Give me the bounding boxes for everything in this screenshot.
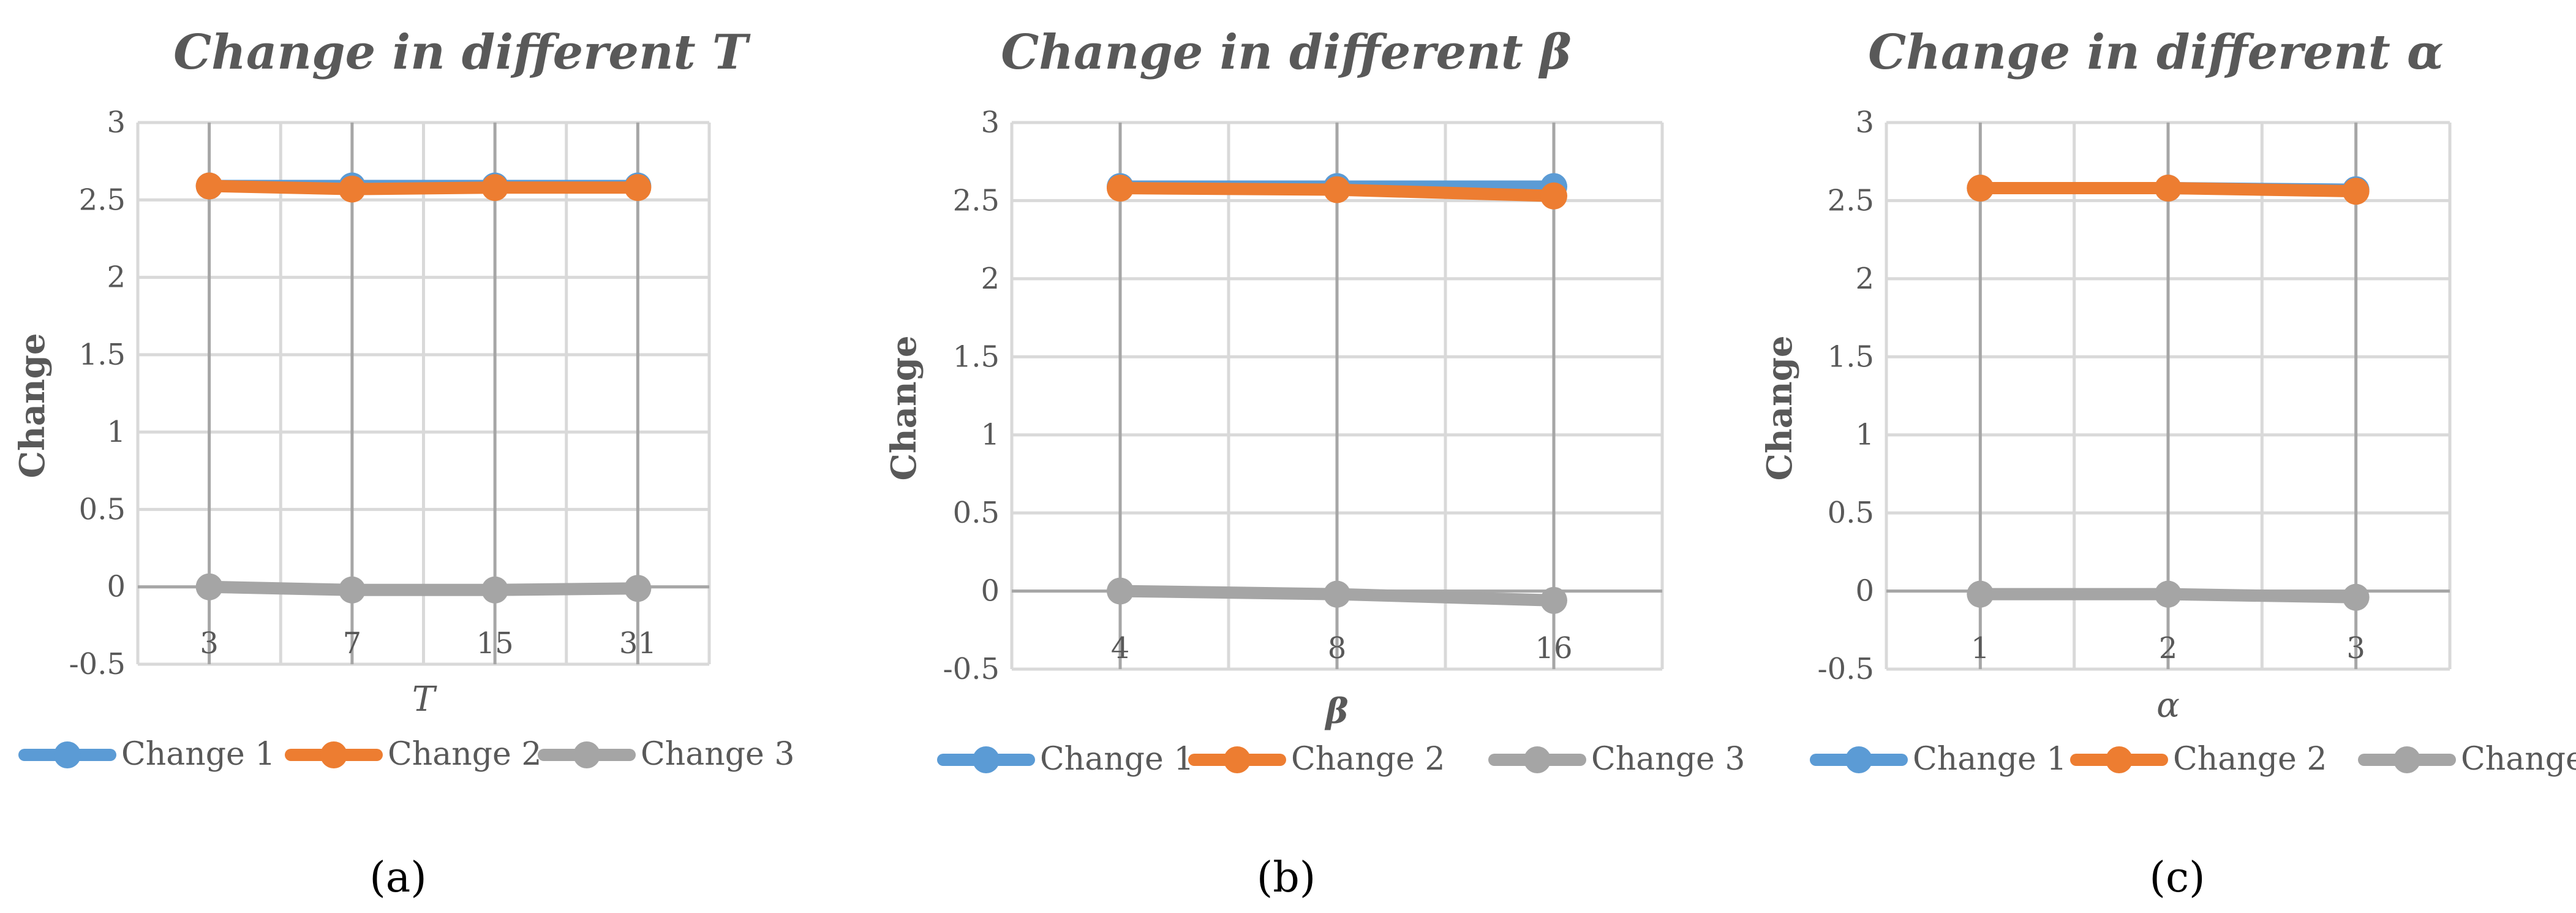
- y-tick-label: 0: [107, 570, 126, 604]
- y-tick-label: -0.5: [69, 647, 126, 681]
- data-point-change-3: [1540, 586, 1567, 614]
- y-tick-label: 2.5: [953, 183, 1000, 218]
- legend-label-change-2: Change 2: [388, 736, 541, 773]
- data-point-change-2: [624, 174, 652, 202]
- legend-label-change-2: Change 2: [2173, 741, 2327, 778]
- data-point-change-3: [624, 575, 652, 602]
- y-tick-label: 1.5: [953, 339, 1000, 374]
- y-tick-label: 3: [981, 105, 1000, 140]
- legend-label-change-1: Change 1: [1040, 741, 1194, 778]
- x-tick-label: 16: [1535, 631, 1572, 665]
- legend-marker-change-2: [1224, 746, 1251, 773]
- x-axis-title: T: [412, 680, 437, 719]
- y-tick-label: 0.5: [953, 496, 1000, 530]
- y-tick-label: 1: [1855, 418, 1874, 452]
- x-tick-label: 2: [2159, 631, 2178, 665]
- legend: Change 1 Change 2 Change 3: [18, 736, 794, 773]
- y-tick-label: 0: [1855, 574, 1874, 608]
- data-point-change-2: [1540, 182, 1567, 210]
- y-axis-title: Change: [884, 335, 924, 480]
- y-tick-label: 1.5: [79, 338, 126, 372]
- chart-panel-b: Change in different β -0.5 0 0.5 1 1.5 2 2.5 3 4 8…: [884, 25, 1745, 902]
- y-tick-label: 1: [107, 415, 126, 449]
- legend-label-change-3: Change 3: [1591, 741, 1745, 778]
- y-tick-label: 2.5: [1828, 183, 1874, 218]
- x-tick-label: 3: [200, 626, 219, 661]
- series-line-change-3: [203, 580, 644, 596]
- data-point-change-2: [1324, 176, 1350, 203]
- x-tick-label: 8: [1328, 631, 1347, 665]
- panel-label: (c): [2149, 854, 2205, 902]
- x-tick-label: 4: [1111, 631, 1130, 665]
- y-tick-label: -0.5: [1817, 652, 1874, 686]
- legend-label-change-3: Change 3: [641, 736, 794, 773]
- y-tick-label: 2.5: [79, 183, 126, 217]
- panel-label: (b): [1257, 854, 1316, 902]
- legend-marker-change-3: [2393, 746, 2420, 773]
- y-tick-label: 0.5: [1828, 496, 1874, 530]
- chart-panel-a: Change in different T -0.5 0 0.5 1 1.5 2 2.5 3 3 7…: [12, 25, 794, 902]
- legend-label-change-1: Change 1: [121, 736, 275, 773]
- data-point-change-3: [1967, 580, 1994, 608]
- legend-marker-change-3: [1524, 746, 1551, 773]
- data-point-change-2: [338, 175, 366, 203]
- data-point-change-2: [1107, 175, 1134, 202]
- legend: Change 1 Change 2 Change 3: [1810, 741, 2576, 778]
- legend-marker-change-1: [54, 741, 81, 768]
- y-tick-label: 1: [981, 418, 1000, 452]
- legend-label-change-1: Change 1: [1913, 741, 2066, 778]
- legend-label-change-3: Change 3: [2461, 741, 2576, 778]
- y-tick-label: 1.5: [1828, 339, 1874, 374]
- legend: Change 1 Change 2 Change 3: [937, 741, 1745, 778]
- series-line-change-2: [203, 180, 644, 195]
- x-axis-title: α: [2156, 686, 2180, 725]
- data-point-change-3: [195, 573, 223, 600]
- data-point-change-2: [195, 172, 223, 200]
- data-point-change-3: [1107, 577, 1134, 605]
- legend-marker-change-1: [973, 746, 1000, 773]
- data-point-change-3: [2342, 583, 2370, 611]
- y-tick-label: 3: [107, 105, 126, 140]
- y-tick-label: 2: [1855, 262, 1874, 296]
- data-point-change-2: [2155, 175, 2182, 202]
- data-point-change-3: [1324, 580, 1350, 608]
- y-tick-label: 0.5: [79, 492, 126, 526]
- chart-panel-c: Change in different α -0.5 0 0.5 1 1.5 2 2.5 3 1 2…: [1760, 25, 2576, 902]
- y-tick-label: -0.5: [943, 652, 1000, 686]
- data-point-change-3: [481, 576, 509, 604]
- panel-label: (a): [369, 854, 427, 902]
- data-point-change-2: [2342, 178, 2370, 205]
- y-axis-title: Change: [12, 333, 53, 478]
- x-tick-label: 1: [1971, 631, 1990, 665]
- legend-marker-change-2: [2106, 746, 2133, 773]
- data-point-change-2: [481, 174, 509, 202]
- legend-marker-change-1: [1845, 746, 1872, 773]
- x-tick-label: 3: [2346, 631, 2365, 665]
- x-tick-label: 7: [343, 626, 362, 661]
- chart-title: Change in different T: [173, 25, 751, 80]
- chart-title: Change in different β: [1001, 25, 1572, 80]
- x-tick-label: 15: [476, 626, 514, 661]
- y-tick-label: 3: [1855, 105, 1874, 140]
- data-point-change-3: [2155, 580, 2182, 608]
- x-axis-title: β: [1324, 691, 1348, 732]
- legend-label-change-2: Change 2: [1291, 741, 1445, 778]
- legend-marker-change-2: [320, 741, 347, 768]
- data-point-change-3: [338, 576, 366, 604]
- legend-marker-change-3: [573, 741, 600, 768]
- y-axis-title: Change: [1760, 335, 1800, 480]
- y-tick-label: 2: [981, 262, 1000, 296]
- chart-title: Change in different α: [1868, 25, 2444, 80]
- data-point-change-2: [1967, 175, 1994, 202]
- x-tick-label: 31: [619, 626, 657, 661]
- y-tick-label: 2: [107, 260, 126, 295]
- y-tick-label: 0: [981, 574, 1000, 608]
